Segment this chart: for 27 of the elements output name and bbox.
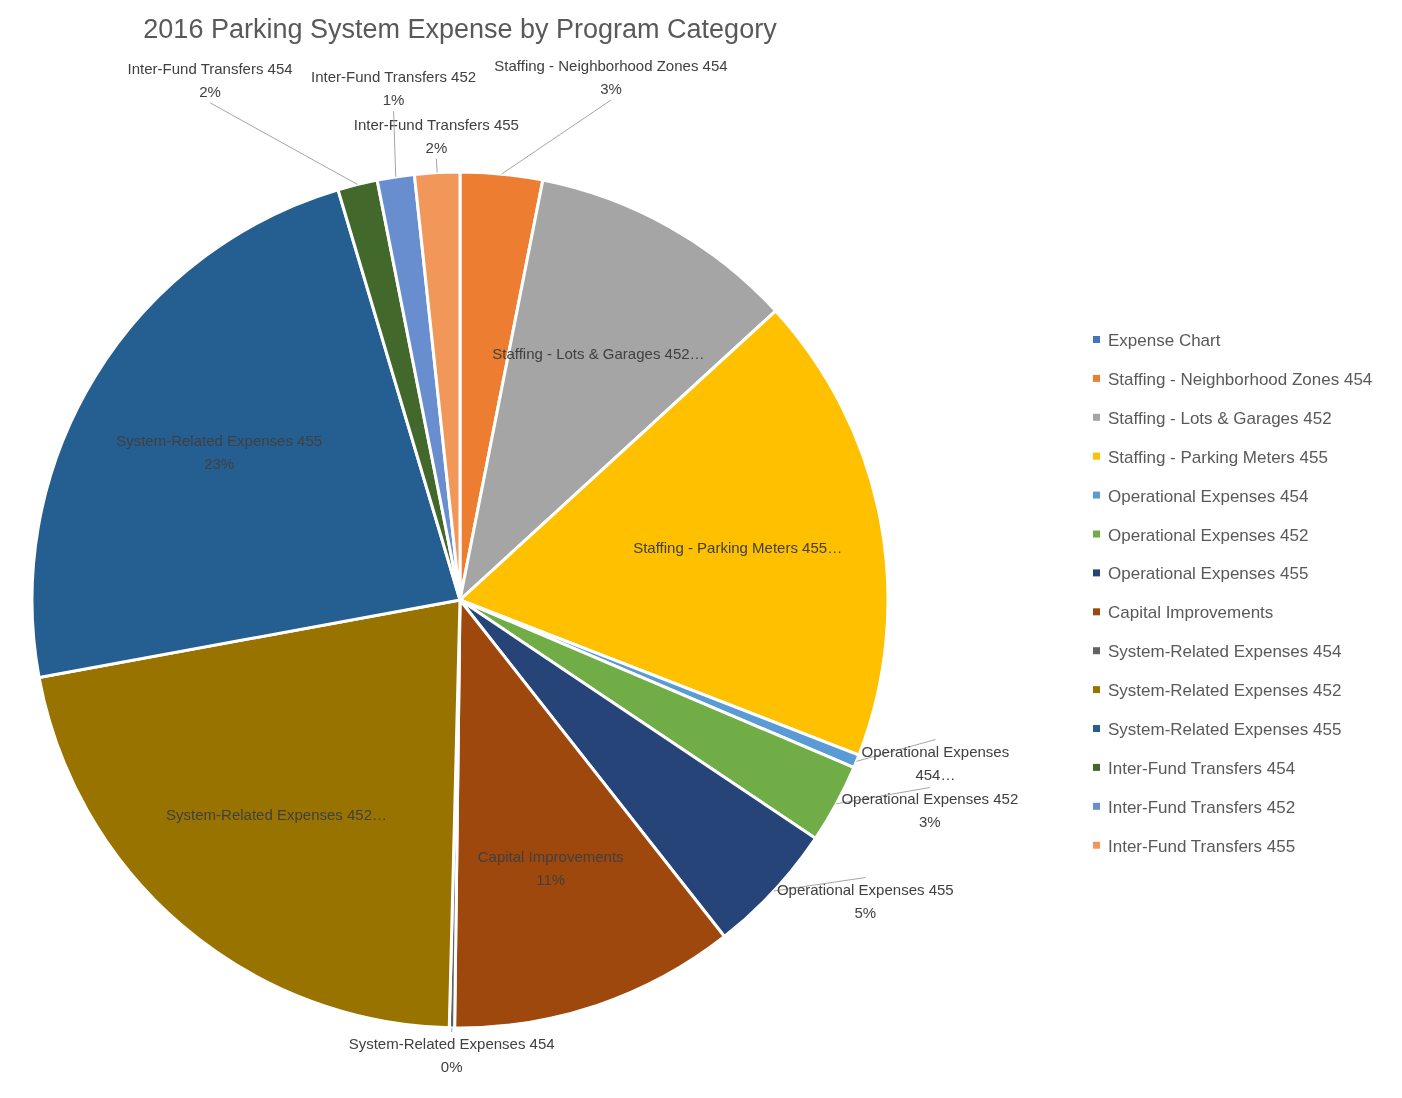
legend-label: Inter-Fund Transfers 454 (1108, 758, 1296, 778)
legend-label: Operational Expenses 452 (1108, 525, 1309, 545)
data-label: Inter-Fund Transfers 452 1% (311, 68, 477, 109)
legend-label: Operational Expenses 454 (1108, 486, 1309, 506)
legend-label: Expense Chart (1108, 331, 1221, 350)
legend-label: System-Related Expenses 454 (1108, 642, 1342, 662)
legend-label: Operational Expenses 455 (1108, 564, 1309, 584)
data-label: Inter-Fund Transfers 455 2% (353, 115, 519, 156)
data-label: Operational Expenses 454… (861, 742, 1010, 783)
legend-label: Staffing - Parking Meters 455 (1108, 447, 1328, 467)
data-label: Inter-Fund Transfers 454 2% (127, 59, 293, 100)
data-label: Capital Improvements 11% (477, 847, 624, 888)
data-label: System-Related Expenses 455 23% (116, 432, 323, 473)
legend-label: System-Related Expenses 452 (1108, 681, 1342, 701)
data-label: Operational Expenses 455 5% (776, 880, 954, 921)
data-label: Staffing - Parking Meters 455… (633, 539, 843, 557)
data-label: Operational Expenses 452 3% (841, 790, 1019, 831)
legend-label: Capital Improvements (1108, 603, 1274, 623)
legend-label: Inter-Fund Transfers 455 (1108, 836, 1296, 856)
data-label: System-Related Expenses 454 0% (348, 1034, 555, 1075)
legend-label: Staffing - Lots & Garages 452 (1108, 408, 1332, 428)
data-label: Staffing - Neighborhood Zones 454 3% (494, 57, 728, 98)
data-label: System-Related Expenses 452… (166, 806, 388, 824)
legend-label: Staffing - Neighborhood Zones 454 (1108, 369, 1373, 389)
chart-title: 2016 Parking System Expense by Program Category (143, 14, 778, 44)
legend-label: System-Related Expenses 455 (1108, 720, 1342, 739)
legend-label: Inter-Fund Transfers 452 (1108, 797, 1296, 817)
